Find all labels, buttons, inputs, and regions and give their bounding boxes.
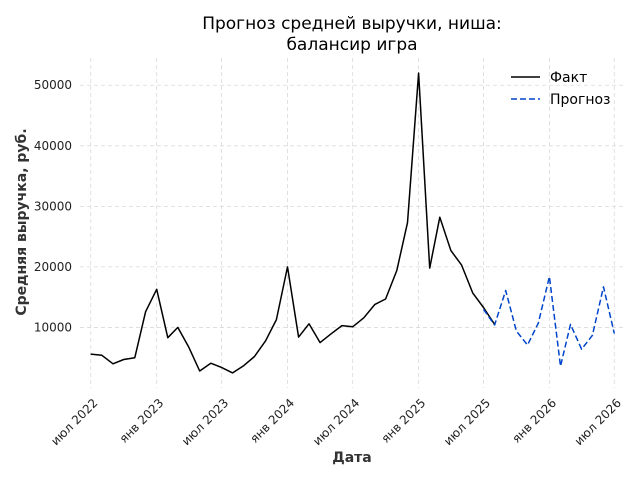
legend-label-forecast: Прогноз [550,92,611,108]
x-tick-label: июл 2025 [441,396,493,448]
x-tick-label: янв 2023 [117,396,167,446]
x-tick-label: июл 2022 [48,396,100,448]
legend-label-fact: Факт [550,70,587,86]
legend: Факт Прогноз [511,70,611,108]
x-tick-label: янв 2024 [247,396,297,446]
y-axis-label: Средняя выручка, руб. [14,128,30,315]
series-group [90,72,616,374]
x-axis-ticks: июл 2022 янв 2023 июл 2023 янв 2024 июл 2024… [48,396,624,448]
y-tick-label: 10000 [34,320,72,334]
series-line-forecast [482,275,616,367]
x-axis-label: Дата [332,450,371,466]
grid [80,58,625,388]
y-axis-ticks: 10000 20000 30000 40000 50000 [34,78,72,334]
x-tick-label: янв 2026 [509,396,559,446]
y-tick-label: 40000 [34,139,72,153]
y-tick-label: 50000 [34,78,72,92]
x-tick-label: июл 2023 [179,396,231,448]
x-tick-label: янв 2025 [379,396,429,446]
series-line-fact [90,72,496,374]
y-tick-label: 30000 [34,199,72,213]
y-tick-label: 20000 [34,260,72,274]
chart-title-line1: Прогноз средней выручки, ниша: [202,14,502,34]
x-tick-label: июл 2026 [572,396,624,448]
x-tick-label: июл 2024 [310,396,362,448]
chart-title-line2: балансир игра [286,35,417,55]
